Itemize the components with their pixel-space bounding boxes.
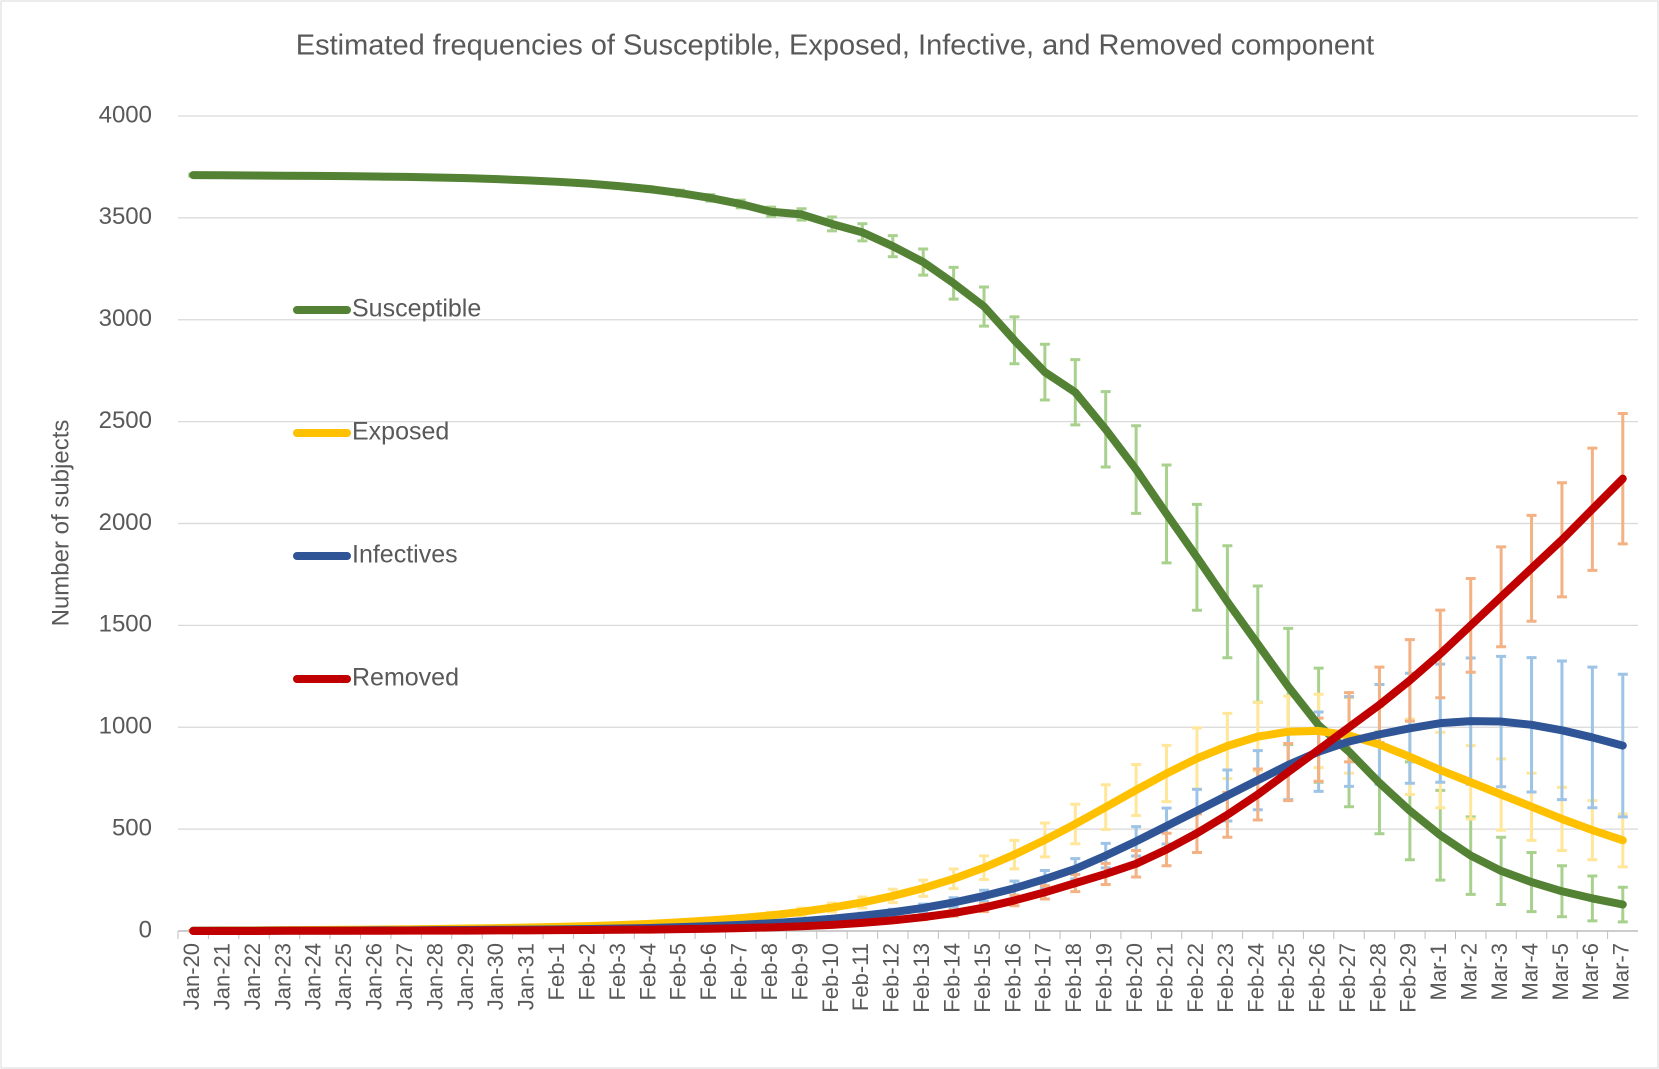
x-tick-label: Feb-5 — [666, 943, 691, 1000]
x-tick-label: Mar-2 — [1457, 943, 1482, 1000]
x-tick-label: Jan-30 — [483, 943, 508, 1010]
x-tick-label: Jan-26 — [362, 943, 387, 1010]
y-tick-label: 1500 — [99, 611, 152, 638]
x-tick-label: Feb-9 — [787, 943, 812, 1000]
x-tick-label: Feb-1 — [544, 943, 569, 1000]
x-tick-label: Feb-10 — [818, 943, 843, 1013]
y-tick-label: 1000 — [99, 713, 152, 740]
x-tick-label: Jan-20 — [179, 943, 204, 1010]
x-tick-label: Feb-28 — [1365, 943, 1390, 1013]
x-tick-label: Mar-3 — [1487, 943, 1512, 1000]
x-tick-label: Jan-25 — [331, 943, 356, 1010]
x-tick-label: Jan-24 — [301, 943, 326, 1010]
x-tick-label: Feb-20 — [1122, 943, 1147, 1013]
x-tick-label: Feb-29 — [1396, 943, 1421, 1013]
x-tick-label: Mar-5 — [1548, 943, 1573, 1000]
x-tick-label: Jan-21 — [209, 943, 234, 1010]
x-tick-label: Feb-25 — [1274, 943, 1299, 1013]
y-tick-label: 3500 — [99, 203, 152, 230]
x-tick-label: Jan-31 — [514, 943, 539, 1010]
x-tick-label: Feb-22 — [1183, 943, 1208, 1013]
y-tick-label: 3000 — [99, 305, 152, 332]
x-tick-label: Feb-16 — [1000, 943, 1025, 1013]
y-tick-label: 2000 — [99, 509, 152, 536]
x-tick-label: Jan-23 — [270, 943, 295, 1010]
x-tick-label: Feb-23 — [1213, 943, 1238, 1013]
x-tick-label: Feb-26 — [1304, 943, 1329, 1013]
x-tick-label: Feb-14 — [939, 943, 964, 1013]
y-tick-label: 2500 — [99, 407, 152, 434]
legend-label: Exposed — [352, 418, 449, 446]
x-tick-label: Feb-18 — [1061, 943, 1086, 1013]
x-tick-label: Feb-24 — [1244, 943, 1269, 1013]
x-tick-label: Feb-19 — [1092, 943, 1117, 1013]
x-tick-label: Feb-27 — [1335, 943, 1360, 1013]
x-tick-label: Feb-13 — [909, 943, 934, 1013]
x-tick-label: Feb-2 — [574, 943, 599, 1000]
y-tick-label: 500 — [112, 814, 152, 841]
series-line — [189, 171, 1627, 909]
x-tick-label: Feb-4 — [635, 943, 660, 1000]
x-tick-label: Feb-12 — [879, 943, 904, 1013]
chart-title: Estimated frequencies of Susceptible, Ex… — [296, 30, 1374, 62]
y-axis-label: Number of subjects — [47, 420, 74, 627]
legend-label: Infectives — [352, 541, 458, 569]
x-tick-label: Mar-6 — [1578, 943, 1603, 1000]
x-tick-label: Feb-3 — [605, 943, 630, 1000]
x-tick-label: Jan-28 — [422, 943, 447, 1010]
x-tick-label: Mar-4 — [1517, 943, 1542, 1000]
x-tick-label: Feb-15 — [970, 943, 995, 1013]
x-tick-label: Feb-17 — [1031, 943, 1056, 1013]
series-line — [189, 474, 1627, 935]
legend-label: Susceptible — [352, 295, 481, 323]
legend-label: Removed — [352, 664, 459, 692]
x-tick-label: Mar-1 — [1426, 943, 1451, 1000]
x-tick-label: Jan-22 — [240, 943, 265, 1010]
y-tick-label: 0 — [139, 916, 152, 943]
y-tick-label: 4000 — [99, 101, 152, 128]
x-tick-label: Jan-27 — [392, 943, 417, 1010]
x-tick-label: Feb-21 — [1152, 943, 1177, 1013]
x-tick-label: Feb-8 — [757, 943, 782, 1000]
x-tick-label: Jan-29 — [453, 943, 478, 1010]
x-tick-label: Feb-6 — [696, 943, 721, 1000]
x-tick-label: Mar-7 — [1609, 943, 1634, 1000]
x-tick-label: Feb-11 — [848, 943, 873, 1011]
x-tick-label: Feb-7 — [727, 943, 752, 1000]
